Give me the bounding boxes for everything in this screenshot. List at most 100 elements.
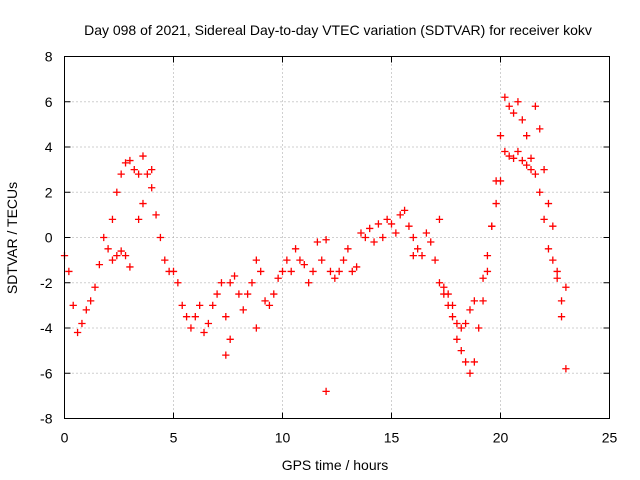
data-point-secondary [435, 215, 444, 224]
data-point-secondary [536, 188, 544, 196]
data-point [501, 93, 509, 101]
data-point [113, 188, 121, 196]
data-point [278, 267, 287, 276]
data-point-secondary [557, 297, 566, 305]
data-point [243, 290, 252, 298]
data-point [152, 211, 160, 219]
y-tick-labels: -8 -6 -4 -2 0 2 4 6 8 [40, 49, 53, 427]
data-point [475, 324, 483, 332]
x-axis-label: GPS time / hours [282, 457, 389, 473]
data-point [352, 263, 361, 271]
data-point [339, 256, 348, 264]
data-point [414, 245, 422, 253]
data-point-secondary [440, 283, 448, 291]
data-point [344, 245, 352, 253]
data-point [400, 206, 409, 214]
y-tick-label: -2 [40, 275, 53, 291]
x-tick-label: 10 [275, 430, 291, 446]
data-point-secondary [108, 256, 117, 264]
data-point [78, 319, 86, 328]
data-point [366, 224, 374, 233]
data-point [348, 267, 356, 276]
data-point [73, 328, 82, 337]
data-point [453, 335, 461, 343]
data-point [139, 152, 147, 160]
y-tick-label: -4 [40, 320, 53, 336]
data-point [126, 156, 134, 165]
grid-lines [64, 56, 610, 419]
x-tick-label: 25 [602, 430, 618, 446]
data-point [117, 170, 125, 178]
x-tick-label: 15 [384, 430, 400, 446]
data-point [196, 301, 204, 310]
data-point-secondary [453, 319, 461, 328]
data-point [527, 154, 535, 162]
data-point [483, 267, 492, 276]
data-point-secondary [121, 251, 130, 260]
data-point [300, 261, 308, 269]
data-point [69, 301, 77, 310]
data-point-secondary [492, 199, 500, 208]
data-point [274, 274, 282, 282]
data-point [95, 261, 104, 269]
data-point [374, 220, 383, 228]
data-point [217, 279, 226, 287]
data-point [178, 301, 186, 310]
data-point [435, 279, 444, 287]
data-point [505, 102, 513, 110]
data-point [130, 165, 138, 174]
data-point [470, 358, 478, 366]
data-point [331, 274, 339, 282]
data-point [270, 290, 278, 298]
data-point [200, 328, 208, 337]
data-point [466, 369, 474, 377]
data-point [169, 267, 178, 276]
data-point [191, 313, 199, 321]
data-point [549, 222, 557, 230]
y-tick-label: 0 [45, 230, 53, 246]
data-point [252, 256, 260, 264]
data-point [418, 251, 426, 260]
data-point [213, 290, 221, 298]
data-point [104, 245, 112, 253]
data-point-secondary [470, 297, 478, 305]
data-point [427, 238, 435, 246]
data-point [357, 229, 365, 237]
data-point [409, 233, 417, 242]
data-point [536, 125, 544, 133]
data-point-secondary [496, 177, 505, 185]
x-tick-label: 5 [170, 430, 178, 446]
data-point-secondary [488, 222, 496, 230]
data-point [326, 267, 335, 276]
data-point [396, 211, 404, 219]
data-point-secondary [252, 324, 260, 332]
data-point [257, 267, 265, 276]
y-tick-label: 6 [45, 94, 53, 110]
data-point [248, 279, 256, 287]
data-point [134, 170, 143, 178]
data-point [209, 301, 217, 310]
data-point [540, 165, 548, 174]
data-point [509, 109, 518, 117]
data-point-secondary [479, 274, 487, 282]
y-tick-label: 2 [45, 184, 53, 200]
data-point [305, 279, 313, 287]
y-tick-label: -8 [40, 411, 53, 427]
data-point-secondary [448, 301, 457, 310]
data-point [261, 297, 269, 305]
data-point [174, 279, 182, 287]
data-point-secondary [518, 156, 526, 165]
data-point-secondary [222, 351, 230, 359]
data-point [318, 256, 326, 264]
data-point-secondary [457, 324, 465, 332]
data-point [479, 297, 487, 305]
data-point [65, 267, 73, 276]
chart-title: Day 098 of 2021, Sidereal Day-to-day VTE… [84, 22, 592, 38]
data-point-secondary [134, 215, 143, 224]
y-tick-label: 4 [45, 139, 53, 155]
data-point-secondary [531, 170, 540, 178]
y-axis-label: SDTVAR / TECUs [4, 182, 20, 294]
data-point [291, 245, 300, 253]
data-point [379, 233, 387, 242]
data-point [335, 267, 343, 276]
